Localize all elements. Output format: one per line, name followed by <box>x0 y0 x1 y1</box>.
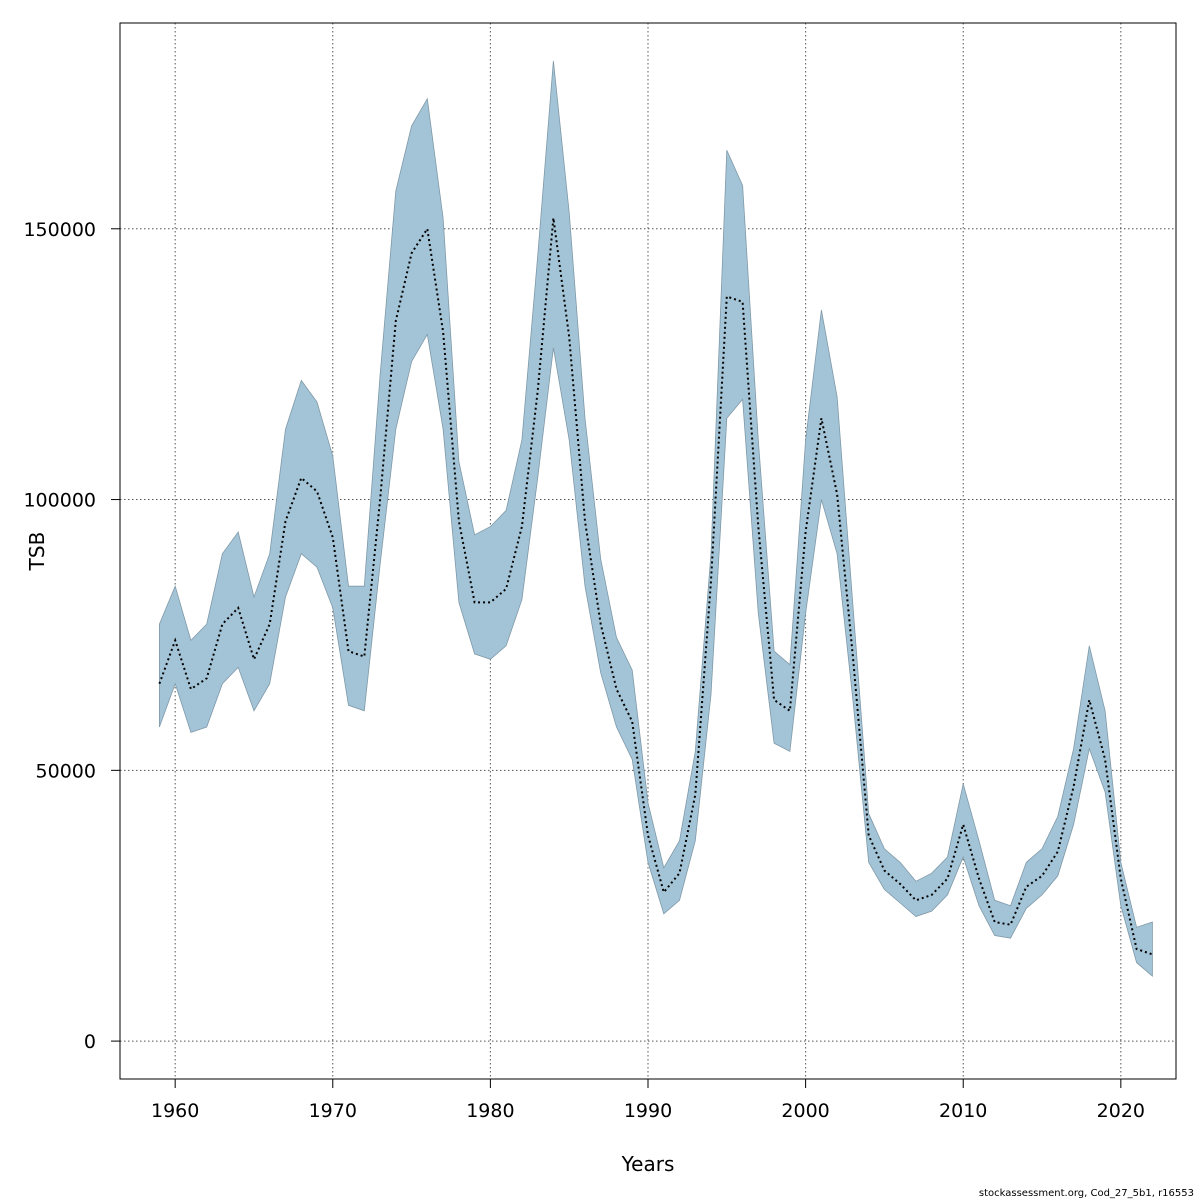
y-tick-label: 100000 <box>23 490 96 512</box>
x-axis: 1960 1970 1980 1990 2000 2010 2020 <box>151 1079 1145 1122</box>
x-tick-label: 2020 <box>1097 1100 1145 1122</box>
x-tick-label: 2000 <box>781 1100 829 1122</box>
x-tick-label: 1960 <box>151 1100 199 1122</box>
y-tick-label: 0 <box>84 1031 96 1053</box>
y-tick-label: 50000 <box>36 760 96 782</box>
y-tick-label: 150000 <box>23 219 96 241</box>
x-axis-title: Years <box>621 1152 675 1176</box>
x-tick-label: 2010 <box>939 1100 987 1122</box>
confidence-band <box>159 60 1153 977</box>
x-tick-label: 1980 <box>466 1100 514 1122</box>
y-axis: 0 50000 100000 150000 <box>23 219 120 1053</box>
footer-credit: stockassessment.org, Cod_27_5b1, r16553 <box>978 1188 1194 1199</box>
y-axis-title: TSB <box>25 532 49 572</box>
x-tick-label: 1990 <box>624 1100 672 1122</box>
x-tick-label: 1970 <box>309 1100 357 1122</box>
